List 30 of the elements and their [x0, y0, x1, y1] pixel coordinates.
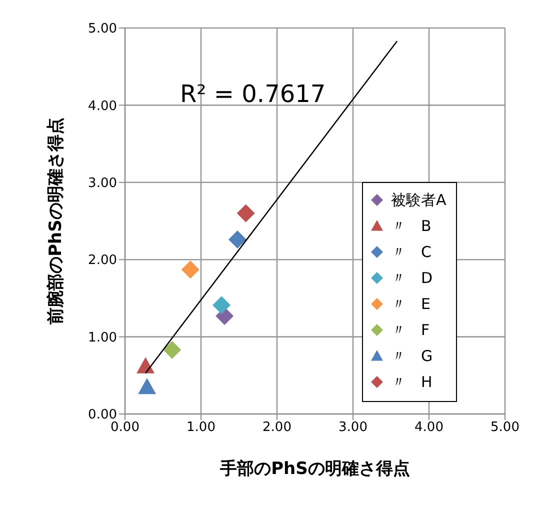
y-tick-label: 4.00 — [88, 98, 117, 114]
x-axis-title: 手部のPhSの明確さ得点 — [219, 459, 410, 479]
x-tick-label: 4.00 — [414, 420, 444, 436]
legend-label: 〃 B — [391, 216, 432, 236]
y-tick-label: 0.00 — [88, 408, 117, 423]
point — [138, 378, 156, 394]
legend-label: 〃 G — [391, 346, 433, 366]
annotation: R² = 0.7617 — [180, 80, 326, 108]
legend-label: 〃 F — [391, 320, 430, 340]
point — [136, 357, 155, 374]
legend-label: 被験者A — [391, 190, 446, 210]
point — [181, 260, 200, 279]
legend-label: 〃 E — [391, 294, 430, 314]
point — [163, 340, 182, 359]
legend-label: 〃 C — [391, 242, 432, 262]
point — [212, 296, 231, 314]
y-tick-label: 2.00 — [88, 253, 117, 268]
y-tick-label: 1.00 — [88, 330, 117, 346]
x-tick-label: 2.00 — [262, 420, 292, 436]
y-tick-label: 3.00 — [88, 176, 117, 192]
point — [228, 230, 246, 249]
x-tick-label: 1.00 — [186, 420, 216, 436]
point — [236, 204, 255, 222]
x-tick-label: 0.00 — [110, 420, 140, 436]
y-tick-label: 5.00 — [88, 22, 117, 37]
x-tick-label: 3.00 — [338, 420, 368, 436]
legend-label: 〃 D — [391, 268, 433, 288]
legend-label: 〃 H — [391, 372, 432, 392]
x-tick-label: 5.00 — [490, 420, 520, 436]
y-axis-title: 前腕部のPhSの明確さ得点 — [46, 118, 66, 326]
